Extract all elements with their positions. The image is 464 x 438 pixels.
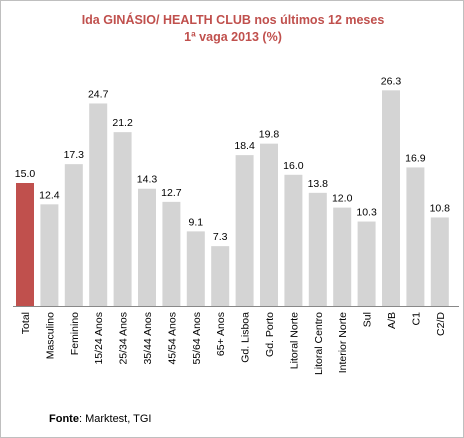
bar-masculino — [40, 204, 59, 306]
bar-sul — [357, 221, 376, 306]
value-label-sul: 10.3 — [356, 207, 377, 219]
category-label-55-64-anos: 55/64 Anos — [191, 312, 203, 365]
category-label-25-34-anos: 25/34 Anos — [118, 312, 130, 365]
category-label-gd-porto: Gd. Porto — [264, 312, 276, 357]
bar-gd-porto — [260, 143, 278, 306]
category-label-litoral-centro: Litoral Centro — [313, 312, 325, 375]
value-label-masculino: 12.4 — [39, 189, 60, 201]
category-label-total: Total — [20, 312, 32, 334]
category-label-15-24-anos: 15/24 Anos — [93, 312, 105, 365]
bar-feminino — [64, 164, 83, 306]
value-label-15-24-anos: 24.7 — [88, 88, 109, 100]
bar-a-b — [382, 90, 400, 306]
value-label-c1: 16.9 — [405, 152, 426, 164]
bar-55-64-anos — [186, 231, 205, 306]
source-note: Fonte: Marktest, TGI — [49, 413, 151, 425]
category-label-45-54-anos: 45/54 Anos — [166, 312, 178, 365]
bar-65-anos — [211, 246, 230, 306]
bar-gd-lisboa — [235, 155, 254, 306]
bar-15-24-anos — [89, 103, 108, 307]
category-label-litoral-norte: Litoral Norte — [288, 312, 300, 369]
value-label-gd-porto: 19.8 — [259, 129, 280, 141]
bar-litoral-centro — [308, 192, 327, 306]
bars-group — [16, 90, 449, 307]
category-label-65-anos: 65+ Anos — [215, 312, 227, 356]
source-text: : Marktest, TGI — [78, 413, 152, 425]
category-label-35-44-anos: 35/44 Anos — [142, 312, 154, 365]
category-label-feminino: Feminino — [69, 312, 81, 355]
value-label-gd-lisboa: 18.4 — [234, 140, 255, 152]
category-label-c1: C1 — [410, 312, 422, 326]
value-label-interior-norte: 12.0 — [332, 193, 353, 205]
bar-total — [16, 183, 34, 306]
bar-35-44-anos — [138, 188, 156, 306]
bar-45-54-anos — [162, 201, 181, 306]
value-label-a-b: 26.3 — [381, 75, 402, 87]
bar-c2-d — [430, 217, 449, 306]
source-label: Fonte — [49, 413, 79, 425]
category-label-sul: Sul — [362, 312, 374, 327]
category-label-a-b: A/B — [386, 312, 398, 329]
value-label-c2-d: 10.8 — [430, 202, 451, 214]
value-label-feminino: 17.3 — [64, 149, 85, 161]
chart-title: Ida GINÁSIO/ HEALTH CLUB nos últimos 12 … — [82, 12, 385, 27]
category-label-masculino: Masculino — [44, 312, 56, 359]
value-labels-group: 15.012.4 17.3 24.7 21.2 14.312.7 9.1 7.3 18.4 19… — [15, 75, 450, 243]
value-label-65-anos: 7.3 — [213, 231, 228, 243]
value-label-total: 15.0 — [15, 168, 36, 180]
category-label-gd-lisboa: Gd. Lisboa — [240, 312, 252, 363]
category-label-interior-norte: Interior Norte — [337, 312, 349, 373]
bar-25-34-anos — [113, 132, 132, 306]
category-labels-group: Total Masculino Feminino 15/24 Anos 25/34 An… — [20, 312, 447, 375]
category-label-c2-d: C2/D — [435, 312, 447, 336]
bar-c1 — [406, 167, 425, 306]
bar-litoral-norte — [284, 174, 303, 306]
chart-subtitle: 1ª vaga 2013 (%) — [184, 30, 282, 44]
value-label-litoral-norte: 16.0 — [283, 160, 304, 172]
value-label-litoral-centro: 13.8 — [308, 178, 329, 190]
value-label-35-44-anos: 14.3 — [137, 174, 158, 186]
value-label-25-34-anos: 21.2 — [112, 117, 133, 129]
bar-interior-norte — [333, 207, 352, 306]
value-label-55-64-anos: 9.1 — [188, 216, 203, 228]
value-label-45-54-anos: 12.7 — [161, 187, 182, 199]
